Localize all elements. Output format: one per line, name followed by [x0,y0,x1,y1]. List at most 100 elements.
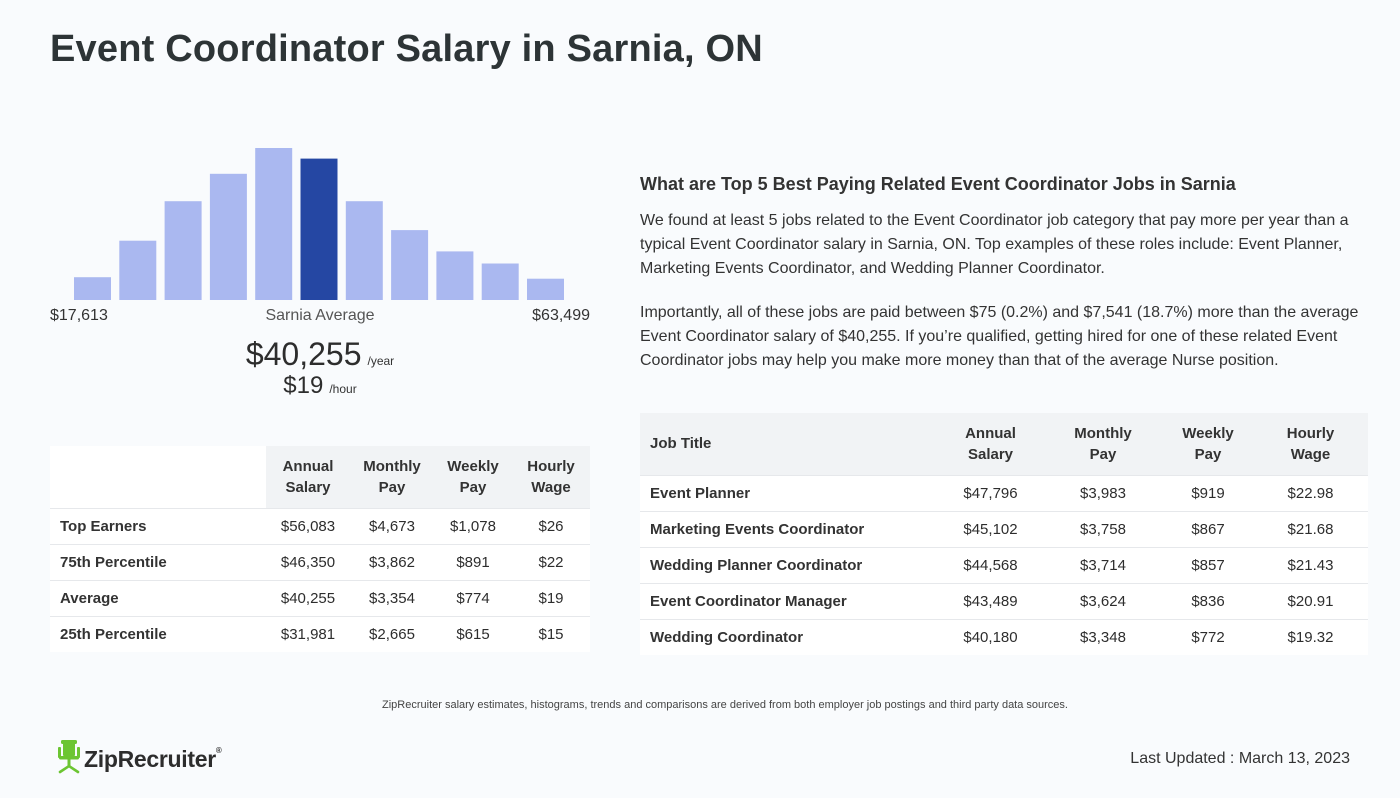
percentile-row-label: Top Earners [50,508,266,545]
histogram-bar [436,251,474,300]
related-job-cell: $867 [1163,511,1253,548]
histogram-bar [164,201,202,300]
logo-text: ZipRecruiter® [84,746,222,773]
related-job-cell: $47,796 [938,475,1043,512]
percentile-cell: $891 [434,544,512,581]
year-unit: /year [367,354,395,368]
related-heading: What are Top 5 Best Paying Related Event… [640,174,1236,194]
related-job-cell: $3,624 [1043,583,1163,620]
percentile-cell: $22 [512,544,590,581]
footnote: ZipRecruiter salary estimates, histogram… [382,699,1068,711]
percentile-header-row: Annual Salary Monthly Pay Weekly Pay Hourly… [50,446,590,509]
percentile-row: 25th Percentile $31,981 $2,665 $615 $15 [50,616,590,652]
related-job-cell: $3,983 [1043,475,1163,512]
percentile-cell: $46,350 [266,544,350,581]
histogram-bar [345,201,383,300]
header-weekly-pay: Weekly Pay [434,446,512,509]
percentile-cell: $3,354 [350,580,434,617]
related-job-row-label: Wedding Coordinator [650,628,804,646]
percentile-cell: $26 [512,508,590,545]
histogram-bar [74,277,111,300]
percentile-row-label: Average [50,580,266,617]
related-job-cell: $43,489 [938,583,1043,620]
percentile-row: Average $40,255 $3,354 $774 $19 [50,580,590,617]
related-job-row-label: Event Coordinator Manager [640,583,938,620]
header-blank [50,446,266,509]
percentile-cell: $31,981 [280,625,336,643]
percentile-cell: $615 [456,625,490,643]
page-title: Event Coordinator Salary in Sarnia, ON [50,28,763,70]
percentile-cell: $2,665 [369,625,415,643]
percentile-row: 75th Percentile $46,350 $3,862 $891 $22 [50,544,590,581]
histogram-svg [74,148,564,300]
logo-registered-mark: ® [215,746,222,755]
related-job-cell: $919 [1163,475,1253,512]
related-job-cell: $45,102 [938,511,1043,548]
related-job-cell: $3,714 [1043,547,1163,584]
related-job-row-label: Event Planner [640,475,938,512]
average-hour-value: $19 [283,372,324,399]
header-annual-salary: Annual Salary [938,413,1043,476]
related-job-cell: $3,348 [1080,628,1126,646]
related-job-row: Event Planner $47,796 $3,983 $919 $22.98 [640,475,1368,512]
related-job-cell: $857 [1163,547,1253,584]
percentile-cell: $56,083 [266,508,350,545]
header-monthly-pay: Monthly Pay [1043,413,1163,476]
histogram-bar [255,148,293,300]
related-job-cell: $20.91 [1253,583,1368,620]
related-job-cell: $44,568 [938,547,1043,584]
header-weekly-pay: Weekly Pay [1163,413,1253,476]
percentile-row-label: 25th Percentile [60,625,167,643]
percentile-cell: $19 [512,580,590,617]
header-monthly-pay: Monthly Pay [350,446,434,509]
range-min: $17,613 [50,307,108,324]
percentile-row-label: 75th Percentile [50,544,266,581]
percentile-cell: $1,078 [434,508,512,545]
related-job-cell: $19.32 [1287,628,1334,646]
ziprecruiter-chair-icon [58,740,80,779]
related-paragraph-1: We found at least 5 jobs related to the … [640,212,1349,277]
percentile-cell: $4,673 [350,508,434,545]
histogram-bar [481,263,519,300]
hour-unit: /hour [329,382,357,396]
header-hourly-wage: Hourly Wage [1253,413,1368,476]
percentile-cell: $774 [434,580,512,617]
related-job-row: Event Coordinator Manager $43,489 $3,624 $8… [640,583,1368,620]
related-job-cell: $772 [1191,628,1225,646]
histogram-bar [209,173,247,300]
last-updated: Last Updated : March 13, 2023 [1130,750,1350,767]
related-job-row: Wedding Planner Coordinator $44,568 $3,714… [640,547,1368,584]
salary-histogram [50,120,590,302]
related-paragraph-2: Importantly, all of these jobs are paid … [640,304,1359,369]
range-max: $63,499 [532,307,590,324]
histogram-bar [527,278,564,300]
logo-wordmark: ZipRecruiter [84,746,216,772]
related-job-cell: $21.43 [1253,547,1368,584]
related-job-row: Marketing Events Coordinator $45,102 $3,75… [640,511,1368,548]
related-jobs-table: Job Title Annual Salary Monthly Pay Weekly… [640,413,1368,655]
related-job-row: Wedding Coordinator $40,180 $3,348 $772 $19.… [640,619,1368,655]
related-job-cell: $40,180 [963,628,1018,646]
ziprecruiter-logo[interactable]: ZipRecruiter® [58,740,222,779]
related-header-row: Job Title Annual Salary Monthly Pay Weekly… [640,413,1368,476]
header-hourly-wage: Hourly Wage [512,446,590,509]
histogram-bar [119,240,157,300]
average-hour: $19/hour [50,372,590,400]
average-year-value: $40,255 [245,336,362,372]
related-job-cell: $836 [1163,583,1253,620]
percentile-row: Top Earners $56,083 $4,673 $1,078 $26 [50,508,590,545]
related-job-cell: $22.98 [1253,475,1368,512]
percentile-cell: $40,255 [266,580,350,617]
average-label: Sarnia Average [265,307,375,324]
related-job-row-label: Marketing Events Coordinator [640,511,938,548]
related-job-cell: $3,758 [1043,511,1163,548]
related-job-row-label: Wedding Planner Coordinator [640,547,938,584]
histogram-bar [391,230,429,300]
header-job-title: Job Title [640,413,938,476]
related-job-cell: $21.68 [1253,511,1368,548]
percentile-table: Annual Salary Monthly Pay Weekly Pay Hourly… [50,446,590,652]
histogram-bar-average [300,158,338,300]
header-annual-salary: Annual Salary [266,446,350,509]
average-year: $40,255/year [50,336,590,373]
percentile-cell: $15 [538,625,564,643]
